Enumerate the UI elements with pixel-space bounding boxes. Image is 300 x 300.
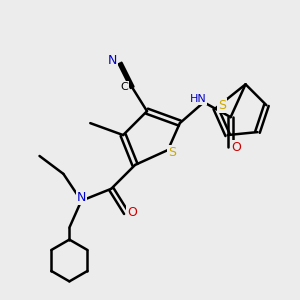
Text: C: C: [121, 82, 128, 92]
Text: S: S: [218, 99, 226, 112]
Text: O: O: [127, 206, 137, 219]
Text: N: N: [76, 191, 86, 204]
Text: N: N: [108, 54, 117, 67]
Text: S: S: [168, 146, 176, 160]
Text: HN: HN: [189, 94, 206, 104]
Text: O: O: [232, 140, 242, 154]
